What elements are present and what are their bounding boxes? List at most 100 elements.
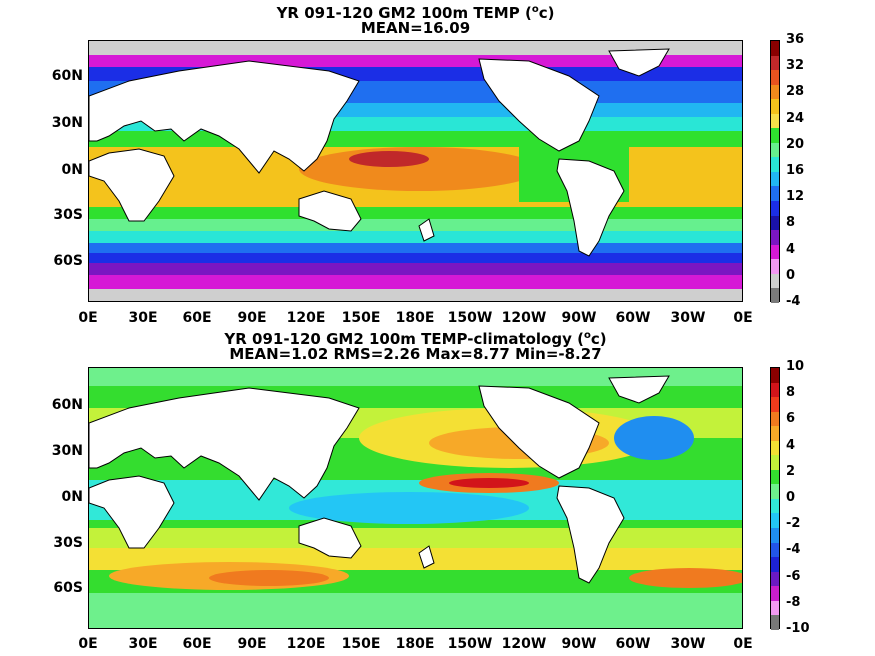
panel2-lon-30e: 30E [128,636,158,652]
panel1-lat-0n: 0N [61,162,83,178]
panel2-colorbar-label: 2 [786,463,796,479]
panel2-lon-120e: 120E [286,636,326,652]
panel2-lat-60s: 60S [53,580,83,596]
panel2-colorbar-label: -8 [786,594,801,610]
panel2-subtitle: MEAN=1.02 RMS=2.26 Max=8.77 Min=-8.27 [229,345,602,363]
panel2-colorbar-label: -10 [786,621,810,636]
panel1-colorbar-swatch [771,41,779,56]
panel1-lon-60w: 60W [615,310,651,326]
panel1-colorbar-swatch [771,244,779,260]
panel2-colorbar-label: -2 [786,516,801,532]
panel2-colorbar-label: 6 [786,411,796,427]
panel2-colorbar-label: 4 [786,437,796,453]
panel2-title: YR 091-120 GM2 100m TEMP-climatology (oc… [224,330,607,348]
panel1-lon-30w: 30W [670,310,706,326]
panel1-colorbar-label: 24 [786,110,805,126]
panel1-colorbar-swatch [771,99,779,114]
panel1-colorbar [770,40,780,303]
panel1-map [88,40,743,302]
panel1-colorbar-label: 12 [786,189,805,205]
panel1-colorbar-swatch [771,157,779,172]
panel1-lon-60e: 60E [182,310,212,326]
panel2-lon-0e-end: 0E [733,636,753,652]
panel1-colorbar-swatch [771,171,779,187]
panel1-colorbar-swatch [771,215,779,231]
panel2-colorbar-swatch [771,571,779,587]
panel2-colorbar-swatch [771,368,779,383]
panel2-lon-120w: 120W [501,636,547,652]
panel1-colorbar-label: 32 [786,58,805,74]
panel1-colorbar-swatch [771,201,779,216]
panel2-lon-150w: 150W [447,636,493,652]
panel1-colorbar-label: 28 [786,84,805,100]
panel1-colorbar-label: 0 [786,267,796,283]
panel1-colorbar-swatch [771,142,779,158]
panel2-lon-30w: 30W [670,636,706,652]
panel2-colorbar [770,367,780,630]
panel1-subtitle: MEAN=16.09 [360,19,471,37]
panel2-lon-150e: 150E [341,636,381,652]
panel2-lon-180e: 180E [395,636,435,652]
panel1-lat-30s: 30S [53,207,83,223]
panel1-lat-60s: 60S [53,253,83,269]
panel2-lat-60n: 60N [51,397,83,413]
panel1-lon-120w: 120W [501,310,547,326]
panel2-colorbar-swatch [771,411,779,427]
panel2-colorbar-label: -4 [786,542,801,558]
panel1-lon-30e: 30E [128,310,158,326]
panel1-lon-0e: 0E [78,310,98,326]
panel2-colorbar-swatch [771,600,779,616]
panel2-colorbar-swatch [771,440,779,456]
panel2-colorbar-swatch [771,382,779,398]
panel1-lon-180e: 180E [395,310,435,326]
panel1-colorbar-label: 8 [786,215,796,231]
panel1-lon-90e: 90E [237,310,267,326]
panel2-lat-30s: 30S [53,535,83,551]
panel2-colorbar-swatch [771,513,779,529]
panel1-lon-90w: 90W [561,310,597,326]
panel1-colorbar-swatch [771,70,779,85]
panel1-colorbar-label: 16 [786,163,805,178]
panel2-colorbar-swatch [771,484,779,499]
panel1-colorbar-swatch [771,113,779,129]
panel1-colorbar-swatch [771,288,779,303]
panel1-colorbar-swatch [771,128,779,143]
panel2-colorbar-swatch [771,615,779,630]
panel1-lon-150e: 150E [341,310,381,326]
panel2-colorbar-swatch [771,557,779,572]
panel1-lat-60n: 60N [51,68,83,84]
panel1-colorbar-swatch [771,259,779,274]
panel2-map [88,367,743,629]
panel2-colorbar-label: 0 [786,490,796,505]
panel1-colorbar-swatch [771,230,779,245]
panel1-colorbar-swatch [771,273,779,289]
panel1-colorbar-swatch [771,84,779,100]
panel1-title: YR 091-120 GM2 100m TEMP (oc) [276,4,555,22]
panel2-colorbar-swatch [771,397,779,412]
panel1-colorbar-swatch [771,186,779,202]
panel2-colorbar-swatch [771,586,779,601]
panel2-lon-90e: 90E [237,636,267,652]
panel2-lat-0n: 0N [61,489,83,505]
panel2-colorbar-swatch [771,426,779,441]
panel1-colorbar-swatch [771,55,779,71]
panel1-lat-30n: 30N [51,115,83,131]
panel1-colorbar-label: 20 [786,136,805,152]
panel2-colorbar-swatch [771,469,779,485]
panel1-colorbar-label: 4 [786,241,796,257]
panel1-lon-120e: 120E [286,310,326,326]
panel2-lat-30n: 30N [51,443,83,459]
panel2-lon-60e: 60E [182,636,212,652]
panel2-colorbar-swatch [771,542,779,558]
panel2-colorbar-swatch [771,455,779,470]
panel2-lon-0e: 0E [78,636,98,652]
panel2-colorbar-label: 8 [786,385,796,401]
panel2-colorbar-swatch [771,528,779,543]
panel2-colorbar-label: -6 [786,568,801,584]
panel2-colorbar-label: 10 [786,359,805,374]
panel2-colorbar-swatch [771,498,779,514]
panel2-lon-90w: 90W [561,636,597,652]
panel1-colorbar-label: -4 [786,294,801,309]
panel1-lon-0e-end: 0E [733,310,753,326]
panel1-colorbar-label: 36 [786,32,805,47]
